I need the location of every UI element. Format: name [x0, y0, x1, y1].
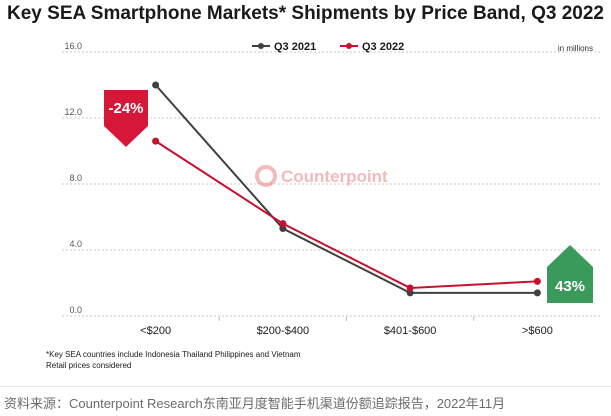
data-point [152, 81, 160, 89]
legend-label: Q3 2022 [362, 41, 404, 53]
legend-swatch-marker [258, 43, 264, 49]
data-point [406, 284, 414, 292]
data-point [533, 289, 541, 297]
x-tick-labels: <$200 $200-$400 $401-$600 >$600 [140, 316, 553, 337]
source-caption: 资料来源：Counterpoint Research东南亚月度智能手机渠道份额追… [4, 396, 506, 411]
series-line [154, 84, 538, 294]
annotation-badge [104, 90, 148, 126]
y-tick-label: 4.0 [69, 239, 82, 249]
divider [0, 386, 611, 387]
arrow-down-icon [104, 126, 148, 147]
y-tick-label: 0.0 [69, 305, 82, 315]
data-point [279, 225, 287, 233]
y-tick-label: 12.0 [64, 107, 82, 117]
y-tick-label: 8.0 [69, 173, 82, 183]
x-tick-label: <$200 [140, 325, 171, 337]
series-line [155, 140, 538, 289]
data-point [406, 289, 414, 297]
footnote: *Key SEA countries include Indonesia Tha… [46, 349, 301, 371]
watermark: Counterpoint [255, 165, 388, 187]
data-point [152, 137, 160, 145]
y-tick-label: 16.0 [64, 41, 82, 51]
x-tick-label: >$600 [522, 325, 553, 337]
data-point [279, 220, 287, 228]
x-tick-label: $401-$600 [384, 325, 437, 337]
chart-title: Key SEA Smartphone Markets* Shipments by… [7, 3, 604, 24]
legend: Q3 2021 Q3 2022 [252, 41, 404, 53]
legend-swatch-marker [346, 43, 352, 49]
legend-label: Q3 2021 [274, 41, 316, 53]
series-lines [152, 81, 541, 297]
watermark-logo-icon [255, 165, 277, 187]
footnote-line-1: *Key SEA countries include Indonesia Tha… [46, 350, 301, 359]
footnote-line-2: Retail prices considered [46, 361, 132, 370]
annotations: -24% 43% [104, 90, 593, 303]
arrow-up-icon [547, 245, 593, 267]
gridlines [62, 51, 601, 317]
annotation-label: 43% [555, 278, 585, 295]
units-note: in millions [557, 44, 593, 53]
y-tick-labels: 0.0 4.0 8.0 12.0 16.0 [64, 41, 82, 315]
x-tick-label: $200-$400 [257, 325, 310, 337]
watermark-text: Counterpoint [281, 167, 388, 186]
annotation-label: -24% [108, 100, 143, 117]
data-point [533, 277, 541, 285]
annotation-badge [547, 267, 593, 303]
